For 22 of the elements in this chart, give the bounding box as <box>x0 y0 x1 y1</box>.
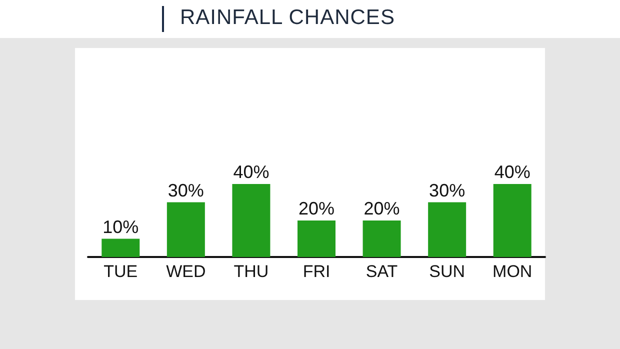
bar <box>362 220 401 257</box>
chart-title: RAINFALL CHANCES <box>180 6 395 30</box>
data-label: 20% <box>298 198 335 218</box>
data-label: 30% <box>429 180 466 200</box>
x-tick-label: WED <box>166 262 206 281</box>
data-label: 40% <box>494 162 530 182</box>
bar <box>102 238 140 257</box>
data-label: 20% <box>364 198 400 218</box>
data-label: 30% <box>168 180 204 200</box>
bar <box>428 202 466 257</box>
x-tick-label: MON <box>492 262 532 281</box>
x-tick-label: FRI <box>302 262 330 281</box>
x-tick-label: SAT <box>366 262 398 281</box>
bar <box>166 202 205 257</box>
bar <box>493 184 532 257</box>
x-tick-label: SUN <box>429 262 466 281</box>
x-tick-label: TUE <box>104 262 138 281</box>
data-label: 40% <box>233 162 270 182</box>
bar <box>232 184 270 257</box>
x-tick-label: THU <box>234 262 269 281</box>
bar <box>298 220 336 257</box>
data-label: 10% <box>102 216 139 237</box>
